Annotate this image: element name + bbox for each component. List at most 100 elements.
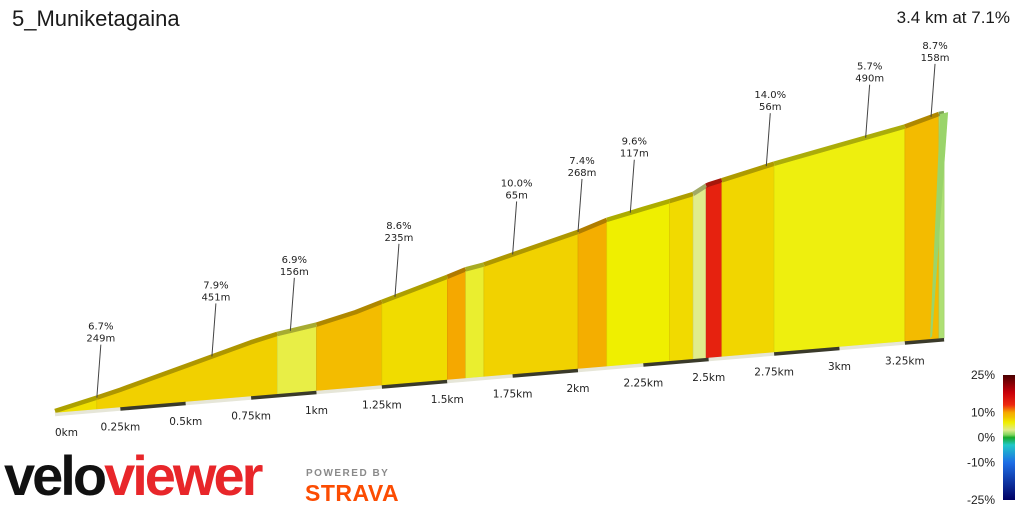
x-tick-label: 3.25km <box>885 356 925 368</box>
annotation-leader <box>289 277 295 331</box>
profile-top-edge-8 <box>577 217 608 234</box>
powered-by-label: POWERED BY <box>306 468 390 479</box>
grade-annotations: 6.7%249m 7.9%451m 6.9%156m 8.6%235m 10.0%65m… <box>86 41 949 398</box>
profile-top-edge-3 <box>315 299 383 327</box>
base-strip-12 <box>839 341 906 351</box>
segment-title: 5_Muniketagaina <box>12 6 180 31</box>
annotation-grade: 8.7% <box>922 41 947 52</box>
profile-top-edge-7 <box>483 229 579 267</box>
annotation-length: 158m <box>921 53 950 64</box>
profile-segment-12 <box>705 181 723 359</box>
color-scale-bar <box>1003 375 1015 500</box>
base-strip-13 <box>904 337 945 345</box>
profile-segment-4 <box>381 278 448 386</box>
profile-segment-11 <box>692 187 707 360</box>
annotation-leader <box>211 303 217 357</box>
annotation-grade: 6.7% <box>88 322 113 333</box>
x-tick-label: 0.25km <box>101 422 141 434</box>
annotation-length: 249m <box>86 334 115 345</box>
segment-summary: 3.4 km at 7.1% <box>896 8 1010 27</box>
annotation-length: 451m <box>201 292 230 303</box>
profile-top-edge-6 <box>465 262 485 272</box>
color-scale-label: 10% <box>971 406 995 420</box>
annotation-length: 56m <box>759 102 781 113</box>
base-strip-3 <box>250 390 317 400</box>
annotation-leader <box>394 243 400 297</box>
base-strip-6 <box>447 374 513 384</box>
base-strip-8 <box>577 363 644 373</box>
base-strip-7 <box>512 368 579 378</box>
profile-end-cap <box>930 112 949 339</box>
profile-top-edge-4 <box>381 274 449 304</box>
profile-segment-6 <box>465 266 485 379</box>
profile-top-edge-9 <box>606 198 671 223</box>
profile-segment-2 <box>276 326 317 395</box>
annotation-grade: 6.9% <box>282 255 307 266</box>
x-tick-label: 0.5km <box>169 416 202 428</box>
profile-segment-8 <box>577 221 608 370</box>
annotation-length: 65m <box>505 190 527 201</box>
x-tick-label: 0km <box>55 427 78 439</box>
annotation-leader <box>865 84 871 138</box>
profile-segment-13 <box>721 165 775 358</box>
profile-segment-14 <box>773 128 906 353</box>
annotation-grade: 14.0% <box>754 90 786 101</box>
annotation-length: 117m <box>620 149 649 160</box>
base-strip-1 <box>120 401 186 411</box>
annotation-length: 156m <box>280 267 309 278</box>
veloviewer-logo: veloviewer <box>4 448 263 504</box>
annotation-length: 235m <box>385 233 414 244</box>
color-scale-label: 0% <box>978 431 996 445</box>
x-tick-label: 2.75km <box>754 367 794 379</box>
profile-segment-5 <box>446 270 466 381</box>
profile-top-edge-13 <box>721 161 775 183</box>
x-tick-label: 3km <box>828 361 851 373</box>
profile-top-edge-1 <box>96 331 278 400</box>
profile-segment-10 <box>669 195 694 362</box>
base-strip-0 <box>54 407 121 417</box>
annotation-leader <box>629 159 635 213</box>
x-tick-label: 1.25km <box>362 400 402 412</box>
annotation-leader <box>577 178 583 232</box>
base-strip-10 <box>708 352 775 362</box>
base-strip-2 <box>185 396 252 406</box>
veloviewer-logo-viewer: viewer <box>104 444 263 507</box>
x-tick-label: 2km <box>567 383 590 395</box>
annotation-grade: 7.9% <box>203 280 228 291</box>
x-tick-label: 1.75km <box>493 389 533 401</box>
profile-top-edge-15 <box>904 111 940 129</box>
profile-top-edge-11 <box>691 183 708 196</box>
base-strip-11 <box>773 346 840 356</box>
annotation-leader <box>765 113 771 167</box>
profile-segment-7 <box>483 233 579 378</box>
profile-faces <box>54 110 949 414</box>
profile-top-edge-2 <box>276 322 318 337</box>
x-tick-label: 1km <box>305 405 328 417</box>
color-scale-label: -25% <box>967 493 995 507</box>
profile-top-edge-5 <box>446 267 467 279</box>
x-tick-label: 2.25km <box>624 378 664 390</box>
annotation-grade: 5.7% <box>857 62 882 73</box>
annotation-grade: 7.4% <box>569 156 594 167</box>
x-axis-ticks: 0km 0.25km 0.5km 0.75km 1km 1.25km 1.5km 1.75km… <box>55 356 925 440</box>
annotation-length: 268m <box>568 168 597 179</box>
base-strip-4 <box>316 385 383 395</box>
profile-top-edge-12 <box>705 178 723 188</box>
profile-top-edge-14 <box>773 124 906 166</box>
profile-segment-3 <box>316 303 383 392</box>
base-strip-9 <box>643 357 709 367</box>
x-tick-label: 0.75km <box>231 411 271 423</box>
base-strip-5 <box>381 379 448 389</box>
x-tick-label: 1.5km <box>431 394 464 406</box>
annotation-grade: 10.0% <box>501 178 533 189</box>
color-scale-label: -10% <box>967 456 995 470</box>
annotation-leader <box>96 344 102 398</box>
profile-top-edge-0 <box>54 395 98 414</box>
color-scale-label: 25% <box>971 368 995 382</box>
gradient-color-scale: 25% 10% 0% -10% -25% <box>967 368 1015 507</box>
profile-base <box>54 337 945 417</box>
profile-top-edge-10 <box>668 191 694 204</box>
x-tick-label: 2.5km <box>692 372 725 384</box>
annotation-grade: 8.6% <box>386 221 411 232</box>
